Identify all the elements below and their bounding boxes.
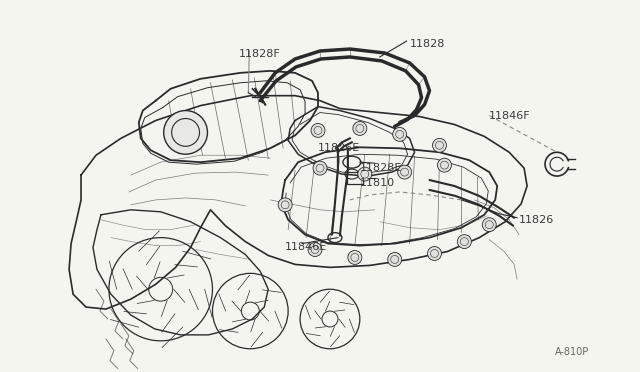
Bar — [347, 172, 363, 184]
Circle shape — [428, 247, 442, 260]
Text: 11826E: 11826E — [318, 143, 360, 153]
Circle shape — [388, 253, 402, 266]
Circle shape — [433, 138, 447, 152]
Circle shape — [313, 161, 327, 175]
Text: A-810P: A-810P — [555, 347, 589, 357]
Circle shape — [438, 158, 451, 172]
Circle shape — [393, 128, 406, 141]
Circle shape — [353, 122, 367, 135]
Text: 11846F: 11846F — [489, 110, 531, 121]
Circle shape — [458, 235, 471, 248]
Circle shape — [164, 110, 207, 154]
Circle shape — [348, 250, 362, 264]
Text: 11828E: 11828E — [360, 163, 402, 173]
Text: 11828F: 11828F — [238, 49, 280, 59]
Text: 11826: 11826 — [519, 215, 554, 225]
Text: 11828: 11828 — [410, 39, 445, 49]
Text: 11810: 11810 — [360, 178, 395, 188]
Circle shape — [278, 198, 292, 212]
Circle shape — [308, 243, 322, 256]
Circle shape — [358, 167, 372, 181]
Circle shape — [397, 165, 412, 179]
Text: 11846E: 11846E — [285, 241, 328, 251]
Circle shape — [311, 124, 325, 137]
Circle shape — [483, 218, 496, 232]
